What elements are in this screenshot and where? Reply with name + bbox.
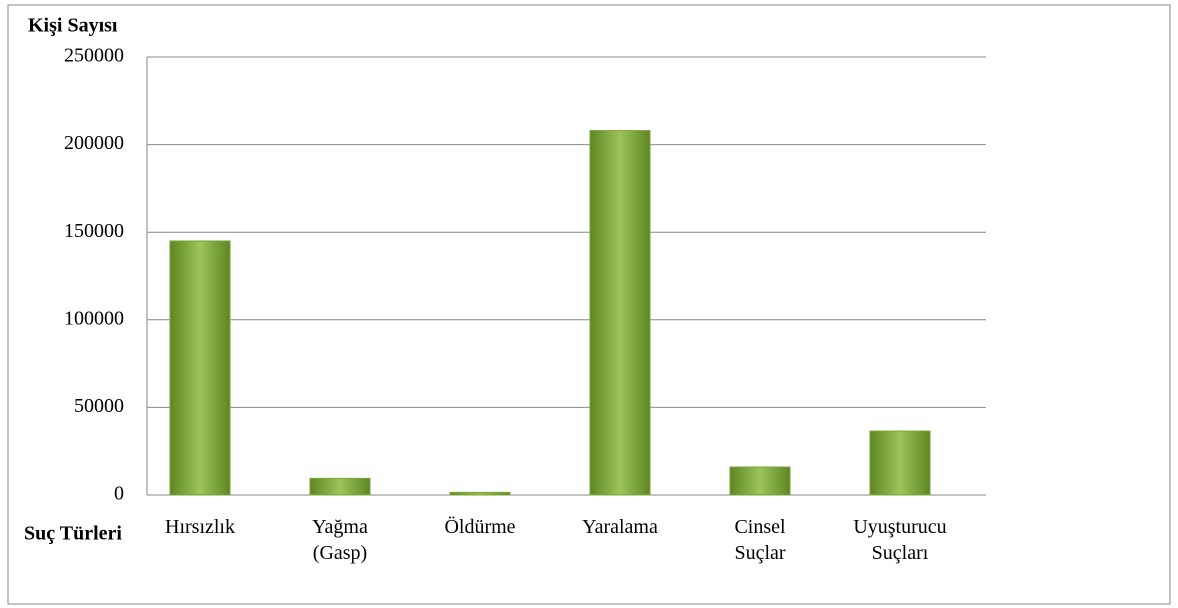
x-axis-label: Suç Türleri xyxy=(24,523,122,545)
bar xyxy=(309,477,371,496)
bar xyxy=(169,240,231,496)
x-tick-label: Yağma (Gasp) xyxy=(312,516,368,564)
bar xyxy=(729,466,791,496)
bar xyxy=(869,430,931,496)
y-tick-label: 50000 xyxy=(74,395,124,417)
x-tick-label: Uyuşturucu Suçları xyxy=(853,516,946,564)
y-tick-label: 100000 xyxy=(64,307,124,329)
y-tick-label: 200000 xyxy=(64,132,124,154)
bar xyxy=(449,491,511,496)
x-tick-label: Öldürme xyxy=(444,515,515,538)
y-tick-label: 150000 xyxy=(64,220,124,242)
x-tick-label: Cinsel Suçlar xyxy=(734,516,786,564)
x-tick-label: Yaralama xyxy=(582,516,658,538)
x-tick-label: Hırsızlık xyxy=(165,516,235,538)
y-tick-label: 250000 xyxy=(64,45,124,67)
y-axis-label: Kişi Sayısı xyxy=(28,15,118,37)
y-tick-label: 0 xyxy=(114,483,124,505)
bar xyxy=(589,130,651,496)
